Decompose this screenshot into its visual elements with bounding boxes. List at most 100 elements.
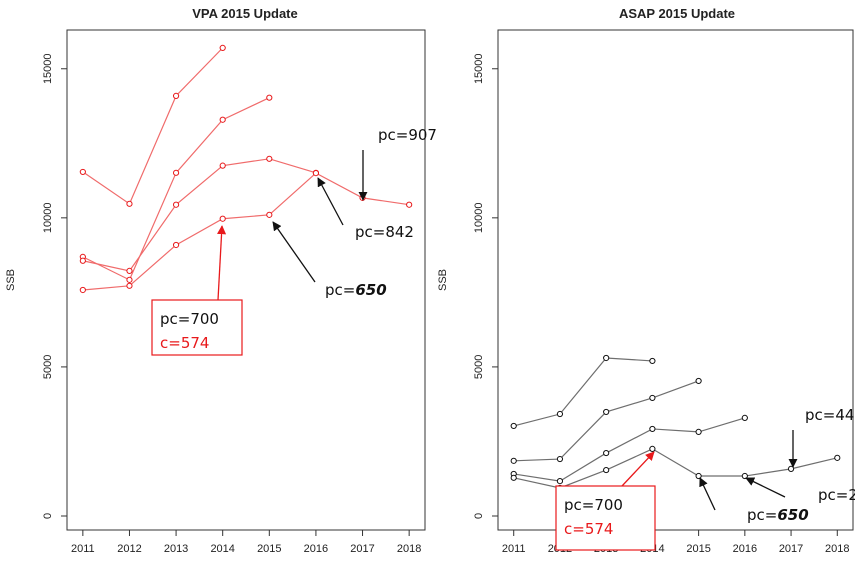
annotation-text: pc=700 (160, 310, 219, 328)
y-axis-label: SSB (437, 269, 449, 291)
series-line (513, 380, 699, 462)
series-point (556, 410, 564, 418)
annotation-arrow (317, 177, 344, 226)
series-line (82, 158, 317, 272)
x-tick-label: 2017 (779, 543, 803, 555)
y-tick-label: 0 (42, 513, 54, 519)
annotation-text-part: pc=907 (378, 126, 437, 144)
plot-frame (66, 29, 426, 531)
x-tick-label: 2018 (397, 543, 421, 555)
x-tick-label: 2018 (825, 543, 849, 555)
series-point (79, 168, 86, 176)
annotation-text: c=574 (160, 334, 209, 352)
series-point (266, 94, 273, 101)
x-tick-label: 2016 (733, 543, 757, 555)
x-tick-label: 2011 (71, 543, 95, 555)
annotation-text-part: pc=443 (805, 406, 855, 424)
chart-title: ASAP 2015 Update (619, 6, 735, 21)
x-tick-label: 2015 (686, 543, 710, 555)
x-tick-label: 2013 (164, 543, 188, 555)
series-point (510, 457, 517, 464)
plot-frame (497, 29, 854, 531)
annotation-emphasis: 650 (777, 506, 808, 524)
y-tick-label: 15000 (473, 53, 485, 84)
series-point (219, 215, 226, 222)
annotation-text: pc=907 (378, 126, 437, 144)
annotation-emphasis: 650 (355, 281, 386, 299)
series-point (649, 445, 656, 453)
annotation-text-part: pc= (325, 281, 355, 299)
series-point (172, 169, 180, 176)
y-tick-label: 10000 (473, 203, 485, 234)
annotation-arrow (217, 225, 227, 301)
annotation-box (151, 299, 243, 356)
series-point (603, 408, 610, 416)
series-point (219, 162, 226, 169)
annotation-text: pc=650 (325, 281, 387, 299)
series-point (787, 465, 795, 472)
annotation-box (555, 485, 656, 551)
series-point (556, 478, 564, 485)
x-tick-label: 2012 (117, 543, 141, 555)
y-tick-label: 15000 (42, 53, 54, 84)
series-line (513, 448, 838, 489)
x-tick-label: 2011 (502, 543, 526, 555)
series-point (741, 414, 748, 421)
series-point (510, 474, 517, 481)
series-point (603, 354, 610, 362)
annotation-arrow (745, 477, 786, 498)
series-point (126, 276, 133, 283)
annotation-text: pc=700 (564, 496, 623, 514)
series-line (513, 417, 746, 482)
series-point (649, 425, 656, 433)
y-tick-label: 5000 (473, 355, 485, 379)
series-point (649, 394, 656, 402)
series-point (834, 454, 841, 461)
series-point (266, 155, 273, 162)
series-point (79, 286, 86, 294)
series-point (406, 201, 413, 208)
annotation-arrow (699, 477, 716, 511)
annotation-arrow (272, 221, 316, 283)
series-point (695, 428, 702, 436)
series-point (126, 200, 133, 207)
series-line (82, 97, 270, 281)
annotation-text: pc=223 (818, 486, 855, 504)
annotation-text-part: pc=842 (355, 223, 414, 241)
series-point (556, 455, 564, 463)
y-tick-label: 0 (473, 513, 485, 519)
series-point (695, 377, 702, 385)
series-point (510, 422, 517, 430)
series-point (172, 92, 180, 99)
series-point (79, 257, 86, 264)
x-tick-label: 2015 (257, 543, 281, 555)
annotation-arrow (621, 451, 655, 487)
series-point (126, 267, 133, 275)
annotation-text: pc=443 (805, 406, 855, 424)
series-point (172, 201, 180, 208)
x-tick-label: 2017 (350, 543, 374, 555)
series-point (603, 466, 610, 474)
series-point (219, 116, 226, 123)
series-point (603, 449, 610, 457)
series-point (172, 241, 180, 249)
series-point (312, 170, 320, 177)
series-point (126, 282, 133, 289)
series-line (82, 172, 410, 291)
annotation-text-part: pc= (747, 506, 777, 524)
x-tick-label: 2016 (304, 543, 328, 555)
annotation-text: pc=842 (355, 223, 414, 241)
y-axis-label: SSB (5, 269, 17, 291)
annotation-text-part: pc=223 (818, 486, 855, 504)
y-tick-label: 10000 (42, 203, 54, 234)
y-tick-label: 5000 (42, 355, 54, 379)
series-line (513, 357, 653, 427)
series-point (649, 357, 656, 365)
x-tick-label: 2014 (210, 543, 234, 555)
annotation-text: pc=650 (747, 506, 809, 524)
chart-title: VPA 2015 Update (192, 6, 298, 21)
annotation-text: c=574 (564, 520, 613, 538)
series-point (741, 472, 748, 480)
series-point (266, 211, 273, 218)
